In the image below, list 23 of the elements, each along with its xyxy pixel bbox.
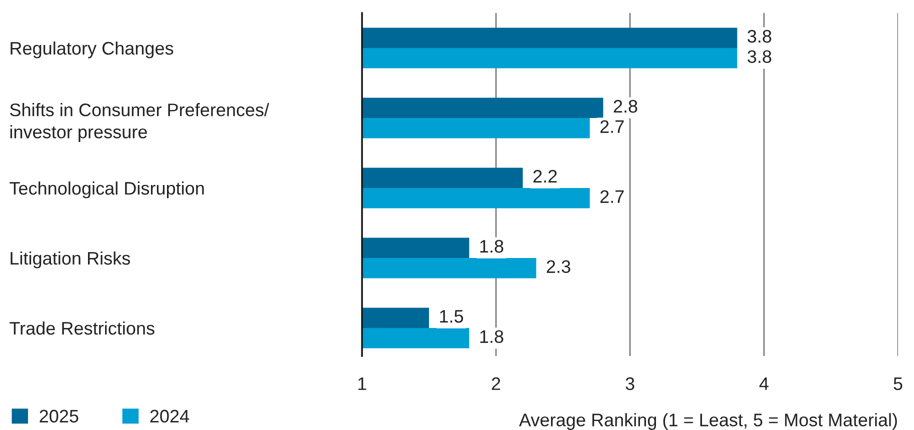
data-label: 3.8 xyxy=(748,50,772,63)
y-tick-label: Trade Restrictions xyxy=(10,321,154,335)
legend-label: 2024 xyxy=(150,410,190,423)
x-tick-label: 5 xyxy=(894,377,902,390)
x-tick-label: 1 xyxy=(358,377,366,390)
y-tick-label: Regulatory Changes xyxy=(10,41,174,58)
y-tick-label: Shifts in Consumer Preferences/ investor pressure xyxy=(10,103,270,142)
data-label: 2.2 xyxy=(533,170,557,183)
data-label: 1.8 xyxy=(480,240,504,253)
data-label: 1.5 xyxy=(440,310,464,323)
legend-label: 2025 xyxy=(40,410,78,423)
data-label: 2.7 xyxy=(600,120,624,133)
x-tick-label: 4 xyxy=(759,377,768,390)
data-label: 2.8 xyxy=(614,100,638,113)
data-label: 1.8 xyxy=(480,330,504,343)
data-label: 2.7 xyxy=(600,190,624,203)
x-tick-label: 3 xyxy=(626,377,634,390)
y-tick-label: Technological Disruption xyxy=(10,181,204,198)
x-tick-label: 2 xyxy=(492,377,500,390)
y-tick-label: Litigation Risks xyxy=(10,251,130,268)
data-label: 3.8 xyxy=(748,30,772,43)
data-label: 2.3 xyxy=(546,260,570,273)
x-axis-title: Average Ranking (1 = Least, 5 = Most Material) xyxy=(519,413,897,430)
